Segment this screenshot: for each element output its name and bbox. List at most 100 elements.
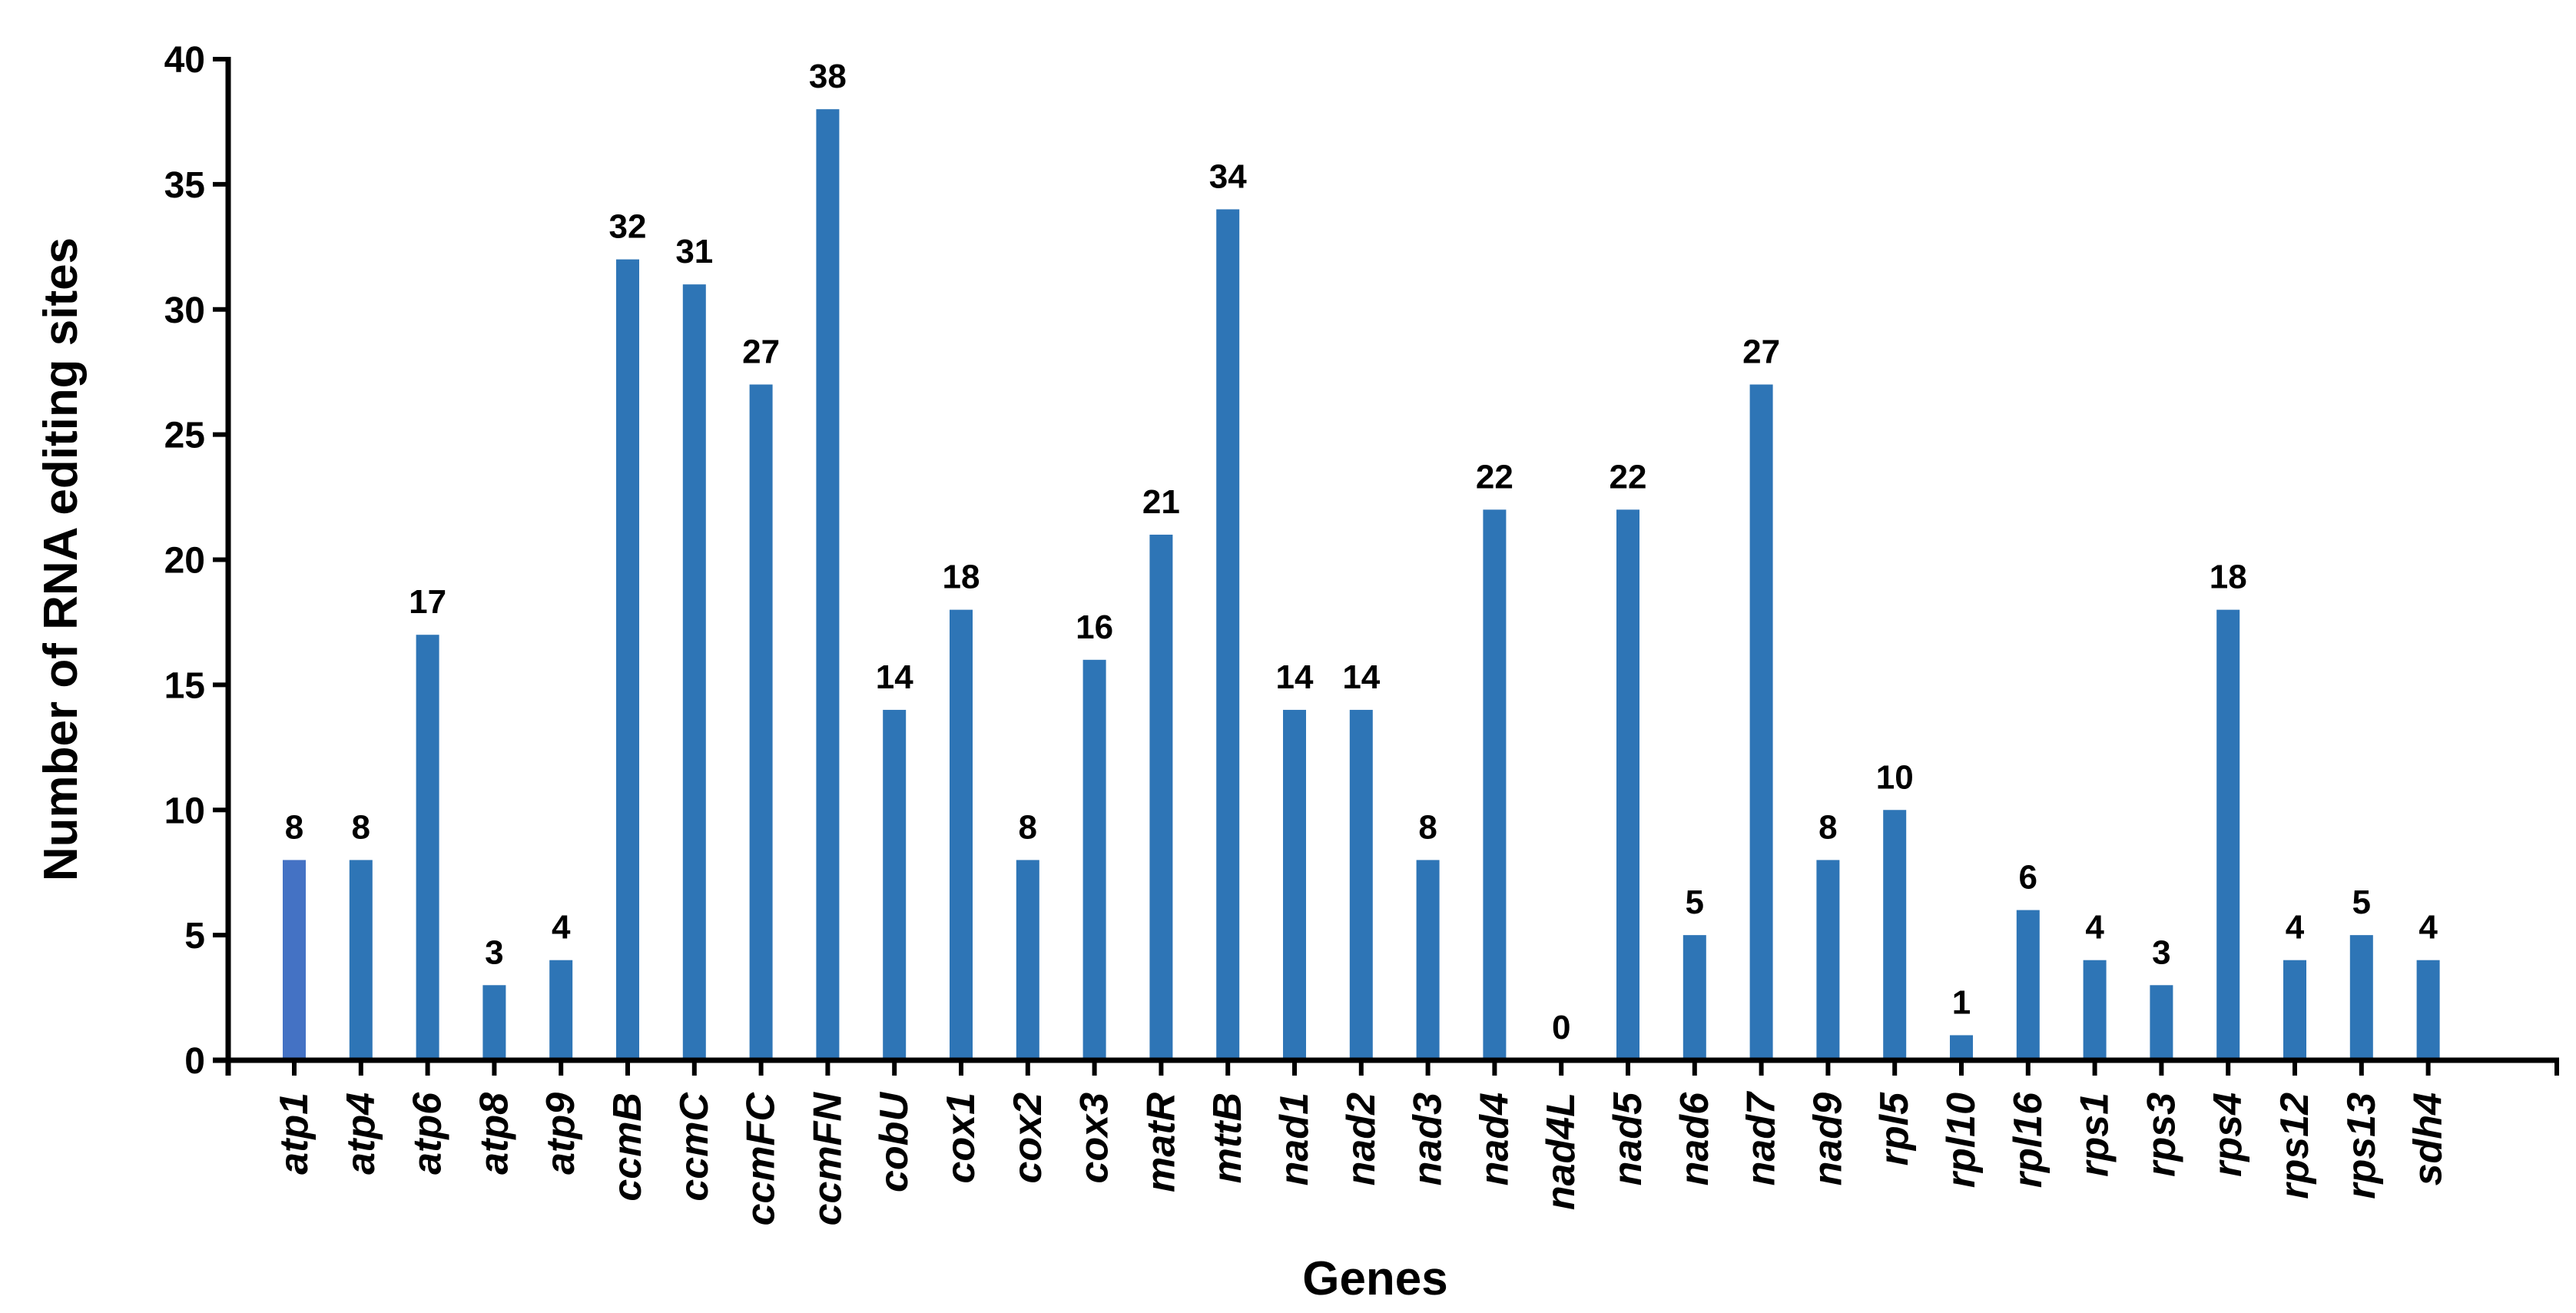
data-label-rps13: 5 xyxy=(2352,884,2371,921)
bar-atp9 xyxy=(549,960,573,1060)
bar-atp6 xyxy=(416,635,439,1060)
bar-ccmFN xyxy=(816,109,840,1060)
data-label-nad1: 14 xyxy=(1276,658,1314,696)
bar-cox3 xyxy=(1082,659,1106,1060)
x-tick-label-nad4: nad4 xyxy=(1472,1093,1517,1185)
data-label-rpl16: 6 xyxy=(2019,859,2037,897)
x-tick-label-cobU: cobU xyxy=(872,1092,917,1192)
x-tick-label-ccmB: ccmB xyxy=(605,1093,650,1202)
data-label-cobU: 14 xyxy=(876,658,913,696)
x-tick-label-rpl5: rpl5 xyxy=(1872,1092,1917,1165)
bar-atp8 xyxy=(482,985,506,1060)
x-tick-label-ccmFN: ccmFN xyxy=(805,1092,850,1226)
data-label-rpl10: 1 xyxy=(1952,983,1971,1021)
data-label-mttB: 34 xyxy=(1209,157,1247,195)
y-axis-title: Number of RNA editing sites xyxy=(35,237,88,881)
data-label-atp4: 8 xyxy=(352,808,370,846)
y-tick-label-25: 25 xyxy=(164,416,205,456)
bar-sdh4 xyxy=(2416,960,2440,1060)
data-label-rps4: 18 xyxy=(2210,559,2247,596)
bar-rps13 xyxy=(2349,935,2373,1060)
data-label-nad6: 5 xyxy=(1686,884,1704,921)
axes-group: atp1 atp4 atp6 atp8 atp9 ccmB ccmC ccmFC ccmFN co… xyxy=(164,40,2559,1225)
x-tick-label-cox2: cox2 xyxy=(1006,1093,1050,1184)
x-tick-label-ccmFC: ccmFC xyxy=(739,1092,784,1226)
x-tick-label-rps1: rps1 xyxy=(2073,1093,2117,1177)
data-label-nad5: 22 xyxy=(1610,458,1647,496)
bar-rps4 xyxy=(2216,609,2240,1060)
bar-nad1 xyxy=(1283,709,1306,1060)
bar-nad4 xyxy=(1483,509,1507,1060)
x-tick-label-cox3: cox3 xyxy=(1073,1093,1117,1184)
x-tick-label-rps4: rps4 xyxy=(2206,1093,2250,1177)
y-tick-label-30: 30 xyxy=(164,290,205,331)
x-tick-label-matR: matR xyxy=(1139,1093,1183,1192)
y-tick-label-20: 20 xyxy=(164,541,205,582)
bar-nad5 xyxy=(1616,509,1639,1060)
bar-atp4 xyxy=(349,860,373,1060)
bar-cox1 xyxy=(950,609,973,1060)
bar-rps1 xyxy=(2083,960,2107,1060)
bar-rps12 xyxy=(2283,960,2306,1060)
x-tick-label-atp4: atp4 xyxy=(339,1093,383,1175)
bar-cobU xyxy=(883,709,907,1060)
y-tick-label-15: 15 xyxy=(164,665,205,706)
x-tick-label-nad4L: nad4L xyxy=(1539,1093,1583,1210)
data-label-rpl5: 10 xyxy=(1876,758,1914,796)
x-tick-label-ccmC: ccmC xyxy=(672,1092,717,1202)
x-tick-label-atp9: atp9 xyxy=(539,1093,583,1175)
bar-nad6 xyxy=(1683,935,1706,1060)
x-tick-label-atp8: atp8 xyxy=(472,1093,516,1175)
data-label-nad9: 8 xyxy=(1818,808,1837,846)
bar-atp1 xyxy=(283,860,306,1060)
bar-cox2 xyxy=(1016,860,1039,1060)
x-tick-label-nad9: nad9 xyxy=(1805,1093,1850,1185)
x-tick-label-nad1: nad1 xyxy=(1272,1093,1317,1185)
bar-nad7 xyxy=(1749,384,1773,1061)
bar-mttB xyxy=(1216,209,1240,1061)
x-tick-label-atp6: atp6 xyxy=(406,1092,450,1175)
bar-ccmB xyxy=(616,259,639,1061)
data-label-ccmC: 31 xyxy=(675,233,713,270)
x-tick-label-nad5: nad5 xyxy=(1606,1092,1650,1185)
x-tick-label-atp1: atp1 xyxy=(272,1093,317,1175)
data-label-atp1: 8 xyxy=(285,808,303,846)
data-label-matR: 21 xyxy=(1142,483,1180,521)
data-label-cox3: 16 xyxy=(1076,608,1113,646)
x-tick-label-mttB: mttB xyxy=(1205,1093,1250,1183)
x-tick-label-rps3: rps3 xyxy=(2139,1093,2183,1177)
bar-rpl16 xyxy=(2016,910,2040,1060)
bar-nad3 xyxy=(1416,860,1440,1060)
x-tick-label-nad6: nad6 xyxy=(1673,1092,1717,1185)
data-label-sdh4: 4 xyxy=(2419,909,2438,947)
x-tick-label-cox1: cox1 xyxy=(939,1093,983,1184)
bar-rpl10 xyxy=(1950,1035,1973,1060)
data-label-ccmB: 32 xyxy=(609,208,647,246)
data-label-nad4L: 0 xyxy=(1552,1009,1570,1046)
x-axis-title: Genes xyxy=(1302,1252,1448,1305)
x-tick-label-rps13: rps13 xyxy=(2339,1093,2384,1199)
x-tick-label-rps12: rps12 xyxy=(2273,1093,2317,1199)
x-tick-label-nad3: nad3 xyxy=(1406,1093,1450,1185)
bar-rps3 xyxy=(2150,985,2173,1060)
bar-matR xyxy=(1149,534,1173,1060)
y-tick-label-35: 35 xyxy=(164,165,205,206)
data-label-rps12: 4 xyxy=(2286,909,2305,947)
bar-nad2 xyxy=(1349,709,1373,1060)
bar-ccmFC xyxy=(749,384,773,1061)
data-label-nad3: 8 xyxy=(1418,808,1437,846)
data-label-cox1: 18 xyxy=(943,559,980,596)
data-label-ccmFN: 38 xyxy=(809,58,847,95)
y-tick-label-40: 40 xyxy=(164,40,205,81)
data-label-atp8: 3 xyxy=(485,933,503,971)
y-tick-label-0: 0 xyxy=(184,1041,205,1082)
data-label-cox2: 8 xyxy=(1019,808,1037,846)
x-tick-label-rpl16: rpl16 xyxy=(2006,1092,2051,1188)
x-tick-label-nad7: nad7 xyxy=(1739,1091,1784,1185)
data-label-rps3: 3 xyxy=(2152,933,2170,971)
x-tick-label-rpl10: rpl10 xyxy=(1939,1093,1984,1188)
data-label-rps1: 4 xyxy=(2085,909,2104,947)
bar-rpl5 xyxy=(1883,810,1907,1060)
